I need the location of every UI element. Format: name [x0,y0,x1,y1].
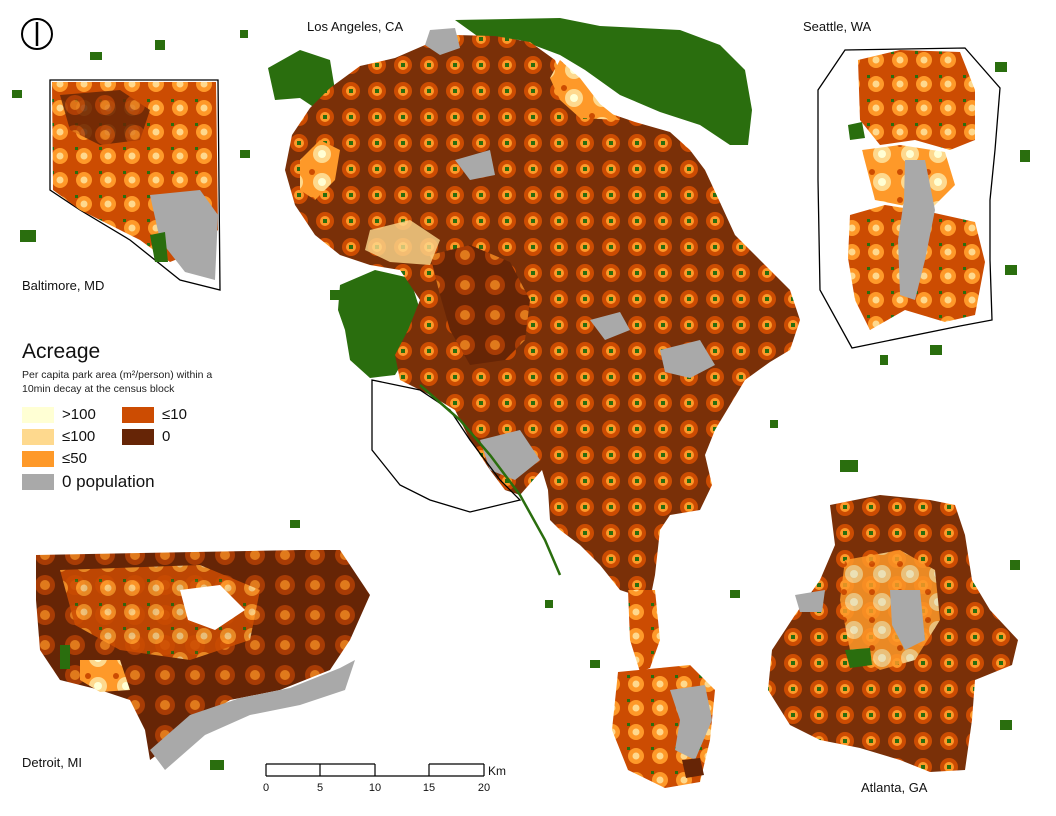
atlanta-grey-2 [795,590,825,612]
park-patch [210,760,224,770]
legend-classes: >100 ≤10 ≤100 0 ≤50 0 population [22,406,262,492]
la-grey-2 [455,150,495,180]
legend-swatch [122,428,154,445]
la-grey-4 [480,430,540,480]
park-patch [330,290,344,300]
label-los-angeles: Los Angeles, CA [307,19,404,34]
legend-label: ≤50 [62,450,87,467]
la-harbor-strip [628,590,660,672]
park-patch [1020,150,1030,162]
seattle-map [817,47,1001,349]
park-patch [770,420,778,428]
scale-bar-graphic [265,763,485,777]
legend-label: ≤100 [62,428,96,445]
park-patch [545,600,553,608]
legend-swatch [22,474,54,490]
park-patch [90,52,102,60]
detroit-map [36,550,370,770]
park-patch [60,645,70,669]
la-light-edge-north [550,60,620,120]
la-harbor-dark [682,758,704,778]
legend-swatch [22,450,54,467]
atlanta-map [768,495,1018,772]
park-patch [590,660,600,668]
park-patch [1005,265,1017,275]
la-city-body [285,35,800,600]
baltimore-grey [150,190,218,280]
legend-item: 0 population [22,472,232,492]
legend-item: ≤50 [22,450,232,467]
legend: Acreage Per capita park area (m²/person)… [22,340,262,492]
legend-title: Acreage [22,340,101,363]
scale-tick: 15 [422,782,436,794]
scale-tick: 0 [262,782,270,794]
la-grey-5 [590,312,630,340]
north-arrow-icon [21,18,53,50]
label-atlanta: Atlanta, GA [861,780,928,795]
legend-label: 0 population [62,472,155,491]
seattle-boundary [817,47,1001,349]
park-patch [840,460,858,472]
legend-label: >100 [62,406,96,423]
detroit-light-south [80,660,130,692]
label-seattle: Seattle, WA [803,19,872,34]
atlanta-park [845,648,872,668]
seattle-north [858,50,975,150]
la-coast-line [419,384,562,576]
legend-item: ≤10 [122,406,232,423]
los-angeles-map [268,18,800,788]
detroit-white-hole [180,585,245,630]
seattle-park [848,122,865,140]
legend-swatch [122,406,154,423]
scale-tick: 10 [368,782,382,794]
scattered-parks [12,30,1030,770]
legend-swatch [22,406,54,423]
park-patch [240,30,248,38]
la-grey-3 [660,340,715,378]
legend-subtitle: Per capita park area (m²/person) within … [22,369,213,395]
park-patch [290,520,300,528]
legend-label: 0 [162,428,171,445]
legend-item: >100 [22,406,122,423]
la-park-northwest [268,50,335,110]
la-park-north [455,18,752,145]
park-patch [155,40,165,50]
legend-item: 0 [122,428,232,445]
park-patch [1000,720,1012,730]
la-harbor-grey [670,685,712,760]
baltimore-park [150,232,168,262]
park-patch [880,355,888,365]
la-dark-band [430,245,530,365]
park-patch [12,90,22,98]
seattle-grey [898,160,935,300]
la-grey-1 [425,28,460,55]
scale-tick: 5 [316,782,324,794]
park-patch [20,230,36,242]
legend-swatch [22,428,54,445]
la-light-edge-west [300,140,340,200]
baltimore-map [49,79,221,291]
park-patch [240,150,250,158]
park-patch [730,590,740,598]
label-baltimore: Baltimore, MD [22,278,105,293]
scale-unit: Km [488,764,506,778]
atlanta-grey-1 [890,590,925,650]
baltimore-dark [60,90,150,145]
legend-item: ≤100 [22,428,122,445]
park-patch [995,62,1007,72]
detroit-grey-river [150,660,355,770]
park-patch [1010,560,1020,570]
scale-tick: 20 [477,782,491,794]
legend-label: ≤10 [162,406,187,423]
label-detroit: Detroit, MI [22,755,82,770]
park-patch [930,345,942,355]
scale-bar: 0 5 10 15 20 Km [262,760,522,800]
la-light-edge-mid [365,220,440,265]
